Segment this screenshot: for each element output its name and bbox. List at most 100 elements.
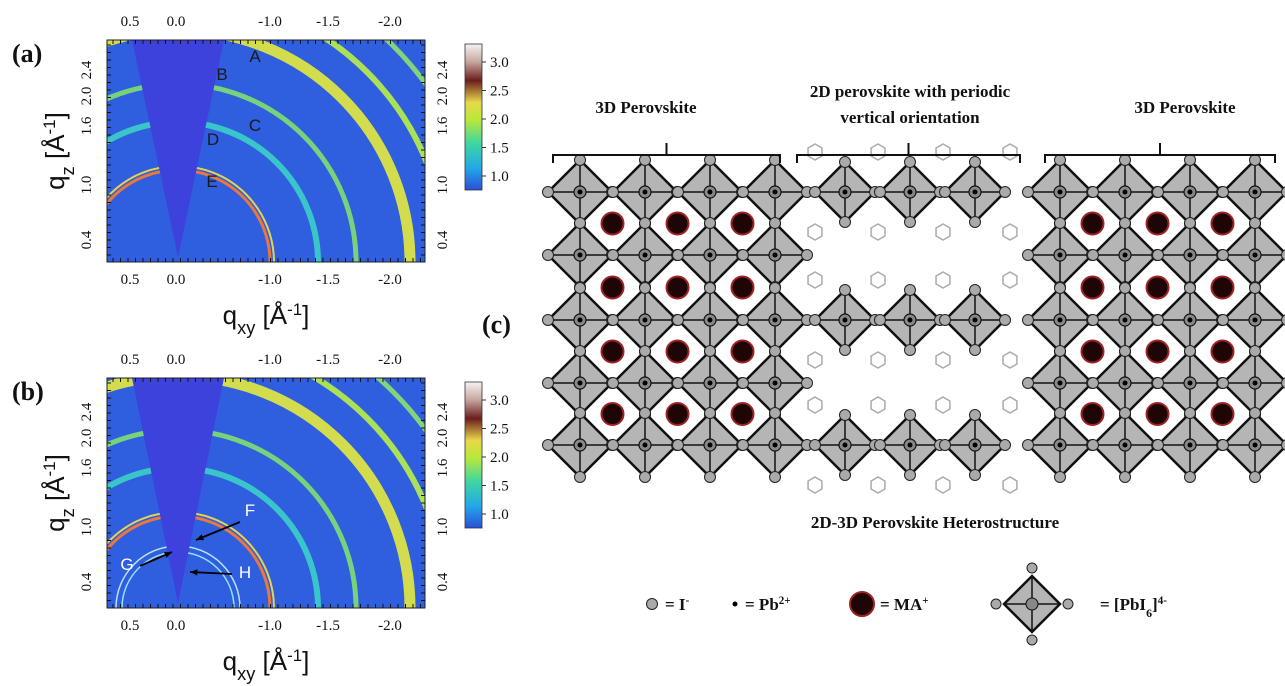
- x-tick-label: -1.0: [258, 352, 282, 368]
- organic-ring: [1002, 271, 1018, 289]
- iodide: [1217, 314, 1229, 326]
- organic-ring: [807, 351, 823, 369]
- x-tick-label: -1.0: [258, 14, 282, 30]
- panel-label: (c): [482, 310, 511, 339]
- x-tick-label: 0.0: [167, 14, 186, 30]
- pb-dot: [707, 317, 713, 323]
- iodide: [704, 471, 716, 483]
- pb-dot: [772, 380, 778, 386]
- octahedron: [809, 284, 881, 356]
- ma-cation: [1210, 402, 1235, 426]
- iodide: [574, 154, 586, 166]
- pb-dot: [842, 189, 848, 195]
- y-tick-label: 2.0: [435, 429, 451, 448]
- organic-ring: [1002, 351, 1018, 369]
- iodide: [769, 282, 781, 294]
- iodide: [1184, 407, 1196, 419]
- iodide: [639, 345, 651, 357]
- octahedron: [1087, 154, 1163, 230]
- iodide: [990, 598, 1002, 610]
- iodide: [1152, 186, 1164, 198]
- organic-ring: [1002, 223, 1018, 241]
- ma-cation: [1145, 339, 1170, 364]
- iodide: [704, 282, 716, 294]
- pb-dot: [1057, 189, 1063, 195]
- y-tick-label: 1.0: [435, 176, 451, 195]
- iodide: [1054, 345, 1066, 357]
- legend-label: = [PbI6]4-: [1100, 595, 1167, 620]
- label-part: q: [223, 300, 237, 330]
- label-part: ]: [302, 300, 309, 330]
- iodide: [1026, 634, 1038, 646]
- ma-cation: [730, 275, 755, 300]
- pb-dot: [707, 442, 713, 448]
- pb-dot: [972, 189, 978, 195]
- label-part: z: [58, 508, 78, 517]
- iodide: [639, 217, 651, 229]
- diffraction-ring: [107, 378, 416, 608]
- x-tick-label: 0.5: [121, 14, 140, 30]
- iodide: [1249, 217, 1261, 229]
- iodide: [1184, 217, 1196, 229]
- iodide: [672, 439, 684, 451]
- x-axis-label: qxy [Å-1]: [223, 646, 310, 685]
- organic-ring: [935, 351, 951, 369]
- organic-ring: [870, 396, 886, 414]
- y-tick-label: 1.6: [79, 458, 95, 477]
- octahedron: [542, 345, 618, 421]
- y-tick-label: 0.4: [79, 572, 95, 591]
- colorbar-tick-label: 2.0: [490, 450, 509, 466]
- pb-dot: [1252, 252, 1258, 258]
- octahedron: [1087, 345, 1163, 421]
- iodide: [672, 249, 684, 261]
- iodide: [1087, 439, 1099, 451]
- x-tick-label: 0.0: [167, 272, 186, 288]
- pb-dot: [1187, 252, 1193, 258]
- iodide: [1217, 186, 1229, 198]
- iodide: [809, 314, 821, 326]
- label-part: +: [922, 595, 928, 607]
- iodide: [801, 377, 813, 389]
- pb-dot: [972, 442, 978, 448]
- iodide: [574, 282, 586, 294]
- label-part: = MA: [880, 595, 923, 614]
- arrow-head: [164, 552, 172, 558]
- iodide: [704, 154, 716, 166]
- label-part: [Å: [40, 134, 70, 166]
- octahedron: [939, 409, 1011, 481]
- ma-cation: [730, 211, 755, 236]
- ma-cation: [665, 211, 690, 236]
- pb-dot: [1122, 317, 1128, 323]
- iodide: [1281, 314, 1285, 326]
- iodide: [839, 469, 851, 481]
- pb-dot: [1252, 442, 1258, 448]
- iodide: [737, 377, 749, 389]
- pb-dot: [577, 189, 583, 195]
- iodide: [904, 216, 916, 228]
- label-part: -1: [40, 119, 59, 134]
- iodide: [1152, 314, 1164, 326]
- iodide: [1281, 249, 1285, 261]
- iodide: [737, 314, 749, 326]
- y-tick-label: 1.0: [435, 518, 451, 537]
- legend-pb: [732, 601, 738, 607]
- ma-cation: [730, 402, 755, 426]
- iodide: [1119, 154, 1131, 166]
- x-tick-label: -2.0: [378, 272, 402, 288]
- iodide: [1281, 186, 1285, 198]
- iodide: [769, 407, 781, 419]
- y-tick-label: 1.6: [435, 458, 451, 477]
- label-part: [Å: [40, 476, 70, 508]
- pb-dot: [1252, 189, 1258, 195]
- iodide: [969, 216, 981, 228]
- pb-dot: [1187, 380, 1193, 386]
- organic-ring: [870, 351, 886, 369]
- iodide: [969, 344, 981, 356]
- organic-ring: [807, 271, 823, 289]
- iodide: [1062, 598, 1074, 610]
- iodide: [939, 439, 951, 451]
- iodide: [607, 377, 619, 389]
- organic-ring: [870, 143, 886, 161]
- iodide: [672, 377, 684, 389]
- pb-dot: [642, 189, 648, 195]
